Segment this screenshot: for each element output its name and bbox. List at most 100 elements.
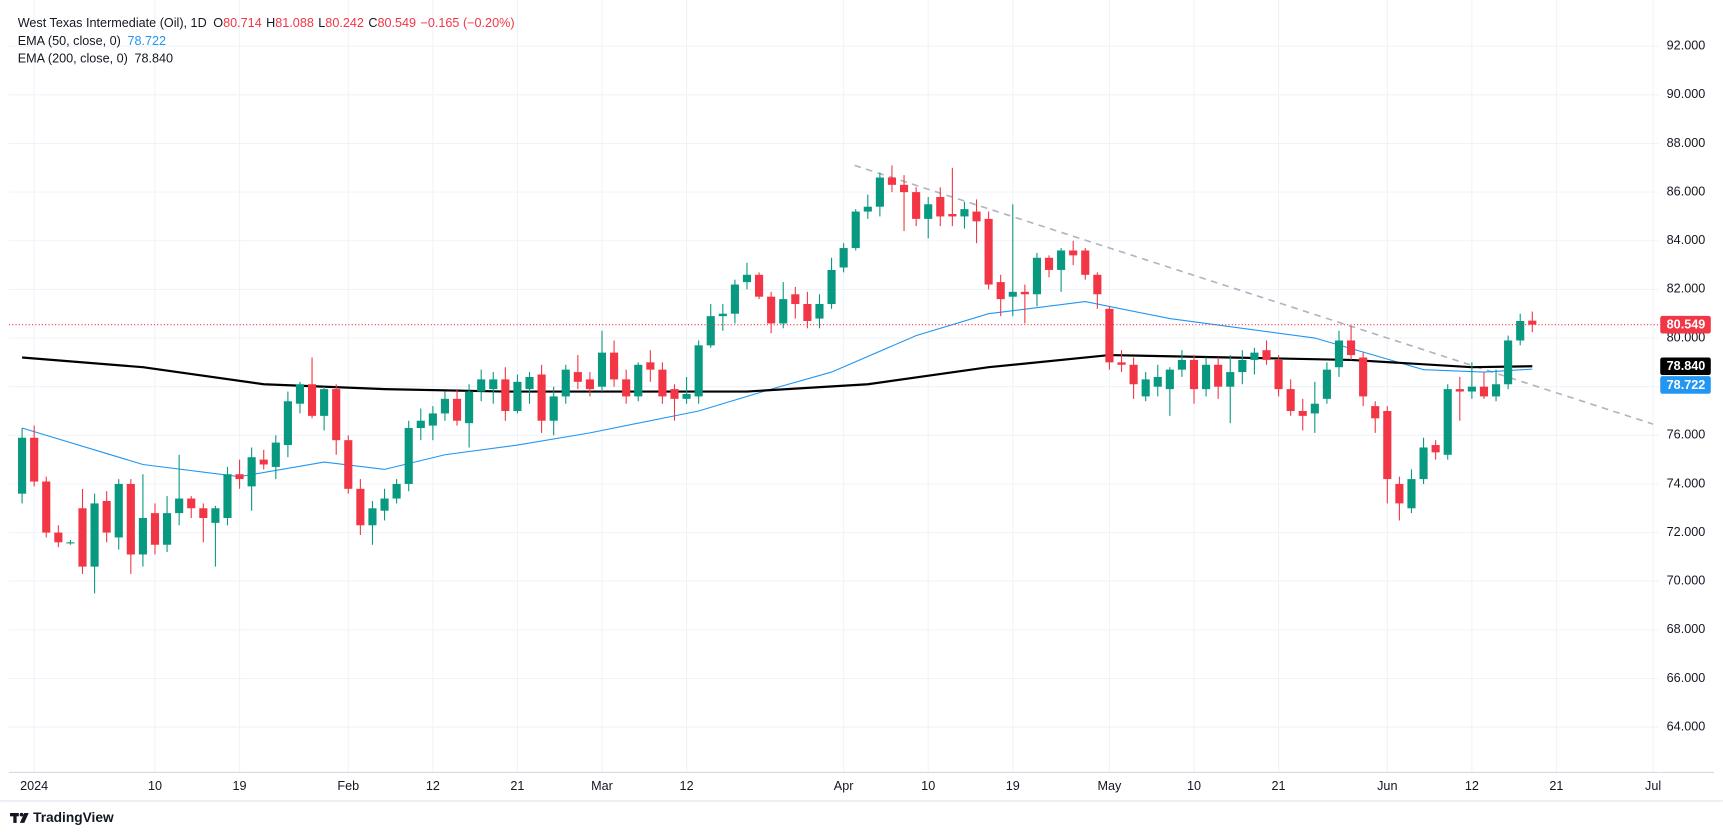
- candle-body: [1431, 445, 1440, 453]
- x-tick-label: 12: [426, 779, 440, 793]
- price-tag-label: 80.549: [1667, 318, 1706, 332]
- legend-value: 78.840: [134, 52, 173, 66]
- candle-body: [1310, 403, 1319, 414]
- candle-body: [126, 483, 135, 555]
- candle-body: [223, 474, 232, 518]
- price-tag: [1660, 315, 1711, 334]
- candle-body: [78, 508, 87, 567]
- candle-body: [66, 542, 75, 544]
- y-tick-label: 72.000: [1667, 525, 1706, 539]
- ohlc-value: 80.714: [223, 17, 262, 31]
- candle-body: [211, 508, 220, 523]
- x-tick-label: 10: [148, 779, 162, 793]
- candle-body: [150, 513, 160, 545]
- candle-body: [18, 437, 27, 494]
- x-tick-label: 12: [680, 779, 694, 793]
- x-tick-label: Jul: [1645, 779, 1661, 793]
- candle-body: [573, 372, 582, 382]
- ema-line: [22, 353, 1533, 393]
- x-tick-label: 21: [510, 779, 524, 793]
- candle-body: [1407, 479, 1416, 509]
- candle-body: [271, 442, 280, 467]
- candle-body: [1262, 350, 1271, 360]
- candle-body: [138, 517, 147, 555]
- candle-body: [1346, 340, 1356, 356]
- candle-body: [1322, 369, 1331, 399]
- ohlc-key: C: [368, 17, 377, 31]
- candle-body: [1093, 274, 1102, 295]
- candle-body: [634, 364, 643, 397]
- candle-body: [755, 274, 764, 297]
- candle-body: [1153, 376, 1162, 387]
- candle-body: [924, 204, 933, 219]
- plot-area: [8, 164, 1660, 594]
- price-tag: [1660, 357, 1711, 376]
- candle-body: [948, 214, 957, 217]
- candle-body: [356, 488, 365, 526]
- candle-body: [597, 352, 607, 387]
- candle-body: [1238, 359, 1247, 373]
- candle-body: [501, 379, 510, 411]
- candle-body: [767, 296, 776, 324]
- candle-body: [682, 393, 691, 399]
- x-tick-label: 2024: [20, 779, 48, 793]
- y-tick-label: 80.000: [1667, 330, 1706, 344]
- y-tick-label: 92.000: [1667, 39, 1706, 53]
- legend-line: EMA (50, close, 0) 78.722: [18, 34, 166, 48]
- candle-body: [477, 379, 486, 392]
- candle-body: [380, 498, 389, 511]
- candle-body: [1105, 308, 1114, 363]
- candle-body: [1455, 389, 1464, 392]
- candle-body: [839, 248, 848, 268]
- ohlc-key: L: [318, 17, 325, 31]
- candle-body: [706, 316, 715, 346]
- candle-body: [779, 299, 788, 324]
- candle-body: [163, 513, 172, 545]
- candle-body: [972, 211, 981, 222]
- x-tick-label: Apr: [834, 779, 854, 793]
- x-tick-label: 10: [1187, 779, 1201, 793]
- x-tick-label: 10: [921, 779, 935, 793]
- legend-name: EMA (50, close, 0): [18, 34, 121, 48]
- candle-body: [1467, 386, 1476, 392]
- candle-body: [235, 474, 244, 480]
- candle-body: [1528, 320, 1537, 325]
- y-tick-label: 66.000: [1667, 671, 1706, 685]
- candle-body: [1032, 257, 1042, 295]
- candle-body: [1069, 250, 1078, 256]
- x-tick-label: 12: [1465, 779, 1479, 793]
- candle-body: [344, 440, 353, 489]
- candle-body: [199, 508, 208, 518]
- candle-body: [1298, 410, 1307, 416]
- logo-part: [19, 813, 29, 823]
- legend-line: West Texas Intermediate (Oil), 1D O80.714…: [18, 17, 515, 31]
- candle-body: [730, 284, 739, 314]
- candle-body: [525, 376, 534, 390]
- candle-body: [320, 389, 329, 416]
- x-tick-label: 21: [1549, 779, 1563, 793]
- candle-body: [1479, 386, 1489, 397]
- candle-body: [1359, 357, 1368, 397]
- candle-body: [1057, 250, 1066, 270]
- candle-body: [875, 177, 884, 207]
- candle-body: [1008, 291, 1017, 297]
- candle-body: [610, 352, 619, 380]
- candle-body: [1395, 483, 1404, 504]
- candle-body: [187, 498, 196, 509]
- candle-body: [295, 384, 305, 404]
- candle-body: [996, 282, 1005, 300]
- candle-body: [1117, 362, 1126, 365]
- price-tag-label: 78.840: [1667, 359, 1706, 373]
- candle-body: [899, 184, 909, 193]
- candle-body: [1020, 291, 1029, 295]
- candle-body: [1383, 410, 1392, 480]
- candle-body: [694, 345, 703, 397]
- price-tag: [1660, 376, 1711, 394]
- y-tick-label: 82.000: [1667, 282, 1706, 296]
- candle-body: [465, 391, 474, 424]
- ohlc-value: 80.242: [325, 17, 364, 31]
- candle-body: [622, 379, 631, 397]
